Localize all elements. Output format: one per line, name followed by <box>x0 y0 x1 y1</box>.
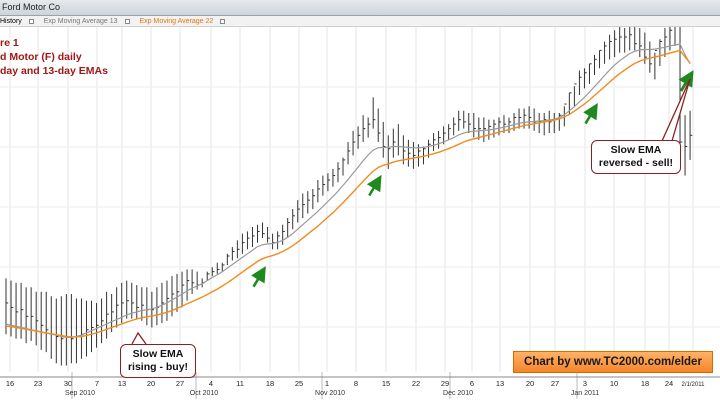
legend-label-ema22: Exp Moving Average 22 <box>139 18 214 25</box>
indicator-legend-bar: History Exp Moving Average 13 Exp Moving… <box>0 16 720 27</box>
buy-callout-line-2: rising - buy! <box>127 361 189 373</box>
x-tick-label: 18 <box>641 379 649 388</box>
figure-caption-line-3: day and 13-day EMAs <box>0 65 108 77</box>
x-tick-label: 11 <box>236 379 244 388</box>
figure-caption-line-1: re 1 <box>0 37 19 49</box>
buy-callout-line-1: Slow EMA <box>132 348 184 360</box>
x-tick-label: 27 <box>176 379 184 388</box>
x-tick-label: 1 <box>325 379 329 388</box>
x-tick-label: 16 <box>6 379 14 388</box>
credit-banner: Chart by www.TC2000.com/elder <box>513 351 713 373</box>
x-tick-label: 30 <box>64 379 72 388</box>
ema22-line <box>5 49 691 338</box>
x-tick-label: 8 <box>354 379 358 388</box>
x-axis: 16 23 30 7 13 20 27 4 11 18 25 1 8 15 22 29 6 13 20 27 3 10 18… <box>0 372 720 399</box>
x-tick-label: 13 <box>118 379 126 388</box>
x-month-label: Dec 2010 <box>443 390 473 397</box>
x-tick-label: 7 <box>95 379 99 388</box>
buy-callout-pointer <box>131 331 147 345</box>
signal-arrow <box>678 70 694 92</box>
x-tick-label: 24 <box>665 379 673 388</box>
x-tick-label: 10 <box>610 379 618 388</box>
legend-item-ema22[interactable]: Exp Moving Average 22 <box>140 18 228 25</box>
x-month-label: Nov 2010 <box>315 390 345 397</box>
chart-grid <box>0 27 720 372</box>
checkbox-icon[interactable] <box>28 19 34 24</box>
legend-item-ema13[interactable]: Exp Moving Average 13 <box>44 18 132 25</box>
signal-arrow <box>583 102 598 125</box>
x-tick-label: 2/1/2011 <box>682 382 706 388</box>
signal-arrows <box>251 70 694 288</box>
x-month-label: Sep 2010 <box>65 390 95 397</box>
legend-item-history[interactable]: History <box>0 18 36 25</box>
x-tick-label: 13 <box>496 379 504 388</box>
x-tick-label: 4 <box>209 379 213 388</box>
checkbox-icon[interactable] <box>124 19 130 24</box>
buy-callout: Slow EMA rising - buy! <box>120 344 196 378</box>
x-tick-label: 3 <box>583 379 587 388</box>
ema-lines <box>5 43 691 338</box>
x-tick-label: 20 <box>147 379 155 388</box>
x-tick-label: 25 <box>295 379 303 388</box>
signal-arrow <box>366 174 382 197</box>
x-tick-label: 15 <box>382 379 390 388</box>
window-title: Ford Motor Co <box>2 2 61 12</box>
x-month-label: Jan 2011 <box>571 390 599 397</box>
figure-caption-line-2: d Motor (F) daily <box>0 51 82 63</box>
x-tick-label: 29 <box>441 379 449 388</box>
price-chart[interactable]: 16 23 30 7 13 20 27 4 11 18 25 1 8 15 22 29 6 13 20 27 3 10 18… <box>0 27 720 405</box>
x-tick-label: 22 <box>412 379 420 388</box>
x-tick-label: 20 <box>526 379 534 388</box>
sell-callout: Slow EMA reversed - sell! <box>591 140 681 174</box>
checkbox-icon[interactable] <box>220 19 226 24</box>
x-tick-label: 18 <box>266 379 274 388</box>
ema13-line <box>5 43 691 338</box>
signal-arrow <box>251 266 266 288</box>
x-tick-label: 27 <box>551 379 559 388</box>
callout-pointers <box>131 78 691 345</box>
legend-label-history: History <box>0 18 22 25</box>
sell-callout-pointer <box>661 78 691 142</box>
x-month-label: Oct 2010 <box>190 390 219 397</box>
window-title-bar: Ford Motor Co <box>0 0 720 16</box>
x-tick-label: 23 <box>34 379 42 388</box>
sell-callout-line-2: reversed - sell! <box>598 157 674 169</box>
sell-callout-line-1: Slow EMA <box>610 144 662 156</box>
x-tick-label: 6 <box>470 379 474 388</box>
legend-label-ema13: Exp Moving Average 13 <box>43 18 118 25</box>
